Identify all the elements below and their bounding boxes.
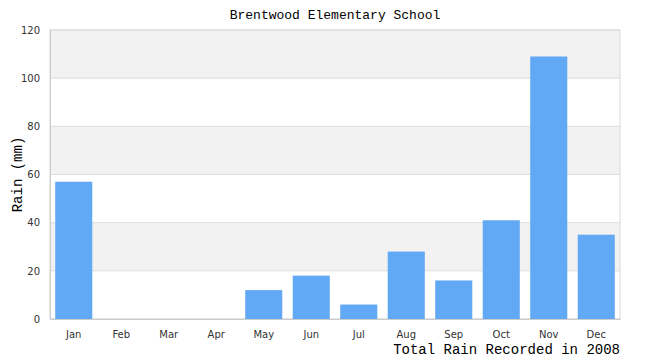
bar <box>150 319 187 320</box>
tick: Apr <box>208 319 226 340</box>
tick-label: Nov <box>539 329 559 340</box>
tick: 100 <box>21 73 50 84</box>
tick: Mar <box>159 319 179 340</box>
bar <box>340 305 377 319</box>
bar <box>198 319 235 320</box>
tick-label: Jun <box>302 329 319 340</box>
tick-label: 100 <box>21 73 40 84</box>
tick: Jan <box>65 319 81 340</box>
bar <box>530 56 567 319</box>
bar <box>578 235 615 319</box>
bar <box>103 319 140 320</box>
tick: Sep <box>444 319 463 340</box>
tick-label: Mar <box>159 329 179 340</box>
tick: 20 <box>27 266 50 277</box>
tick-label: Dec <box>587 329 606 340</box>
tick-label: Aug <box>396 329 416 340</box>
bar <box>483 220 520 319</box>
tick-label: Jul <box>352 329 365 340</box>
tick-label: 0 <box>34 314 40 325</box>
x-axis-title: Total Rain Recorded in 2008 <box>393 342 620 358</box>
tick: 120 <box>21 25 50 36</box>
tick: May <box>253 319 274 340</box>
tick-label: Jan <box>65 329 81 340</box>
tick: Dec <box>587 319 606 340</box>
tick: Oct <box>493 319 510 340</box>
tick-label: 60 <box>27 169 40 180</box>
tick-label: 40 <box>27 217 40 228</box>
bar <box>245 290 282 319</box>
bars <box>55 56 615 319</box>
tick: 40 <box>27 217 50 228</box>
tick-label: 80 <box>27 121 40 132</box>
tick-label: Sep <box>444 329 463 340</box>
bar <box>55 182 92 319</box>
tick-label: May <box>253 329 274 340</box>
tick: Feb <box>112 319 130 340</box>
bar <box>435 280 472 319</box>
tick: Jul <box>352 319 365 340</box>
tick: Jun <box>302 319 319 340</box>
grid <box>50 30 620 319</box>
tick-label: Feb <box>112 329 130 340</box>
plot-frame <box>50 30 620 319</box>
axis-line <box>50 31 51 320</box>
tick-label: Apr <box>208 329 226 340</box>
y-axis-title: Rain (mm) <box>10 137 26 213</box>
title: Brentwood Elementary School <box>230 8 441 23</box>
bar <box>293 276 330 319</box>
axis-line <box>51 319 621 320</box>
bar <box>388 252 425 319</box>
tick-label: Oct <box>493 329 510 340</box>
tick: 60 <box>27 169 50 180</box>
tick: Nov <box>539 319 559 340</box>
x-axis: Jan Feb Mar Apr May Jun Jul Aug Sep Oct Nov Dec <box>51 319 621 340</box>
tick-label: 20 <box>27 266 40 277</box>
tick: Aug <box>396 319 416 340</box>
tick-label: 120 <box>21 25 40 36</box>
chart: 0 20 40 60 80 100 120 Jan Feb Mar Apr May Jun Jul Aug S… <box>0 0 650 360</box>
tick: 0 <box>34 314 50 325</box>
tick: 80 <box>27 121 50 132</box>
